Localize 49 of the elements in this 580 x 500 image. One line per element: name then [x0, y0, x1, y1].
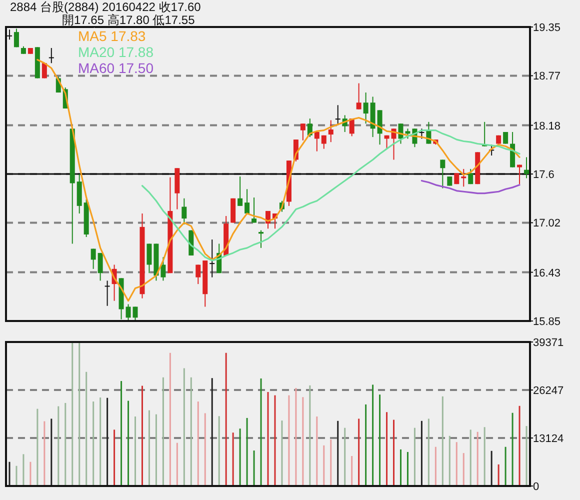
line-series: [36, 58, 520, 302]
candlestick: [419, 128, 424, 140]
y-tick-label: 0: [533, 481, 540, 493]
y-tick-label: 18.18: [533, 120, 561, 132]
candlestick: [252, 197, 257, 224]
candlestick: [356, 82, 362, 110]
candlestick: [182, 198, 187, 225]
text: MA5 17.83: [78, 28, 146, 44]
y-tick-label: 18.77: [533, 70, 561, 83]
y-tick-label: 19.35: [533, 22, 561, 34]
chart-subtitle: 開17.65 高17.80 低17.55: [62, 13, 196, 27]
candlestick: [321, 134, 326, 150]
text: MA60 17.50: [78, 60, 154, 76]
candlestick: [447, 176, 452, 186]
candlestick: [14, 28, 19, 48]
candlestick: [384, 134, 390, 150]
candlestick: [48, 48, 54, 64]
candlestick: [146, 243, 152, 274]
candlestick: [104, 280, 110, 306]
y-tick-label: 16.43: [533, 267, 561, 280]
line-series: [420, 180, 520, 194]
candlestick: [126, 304, 131, 321]
y-tick-label: 17.02: [533, 218, 561, 230]
candlestick: [440, 159, 446, 189]
candlestick: [132, 306, 138, 322]
candlestick: [405, 128, 410, 140]
candlestick: [314, 132, 320, 152]
candlestick: [300, 123, 306, 141]
candlestick: [160, 256, 166, 282]
candlestick: [363, 92, 368, 124]
y-tick-label: 39371: [533, 337, 564, 349]
candlestick: [210, 239, 215, 278]
text: MA20 17.88: [78, 44, 154, 60]
candlestick: [90, 248, 96, 270]
candlestick: [328, 120, 334, 143]
candlestick: [377, 110, 382, 146]
y-tick-label: 17.6: [533, 169, 554, 181]
y-tick-label: 15.85: [533, 316, 561, 328]
y-tick-label: 13124: [533, 433, 564, 445]
candlestick: [517, 164, 522, 185]
candlestick: [335, 104, 340, 126]
candlestick: [244, 188, 250, 214]
chart-title: 2884 台股(2884) 20160422 收17.60: [10, 0, 202, 14]
candlestick: [196, 264, 201, 285]
y-tick-label: 26247: [533, 385, 564, 397]
candlestick: [238, 176, 243, 206]
candlestick: [468, 168, 474, 185]
candlestick: [98, 252, 103, 282]
candlestick: [503, 132, 508, 144]
